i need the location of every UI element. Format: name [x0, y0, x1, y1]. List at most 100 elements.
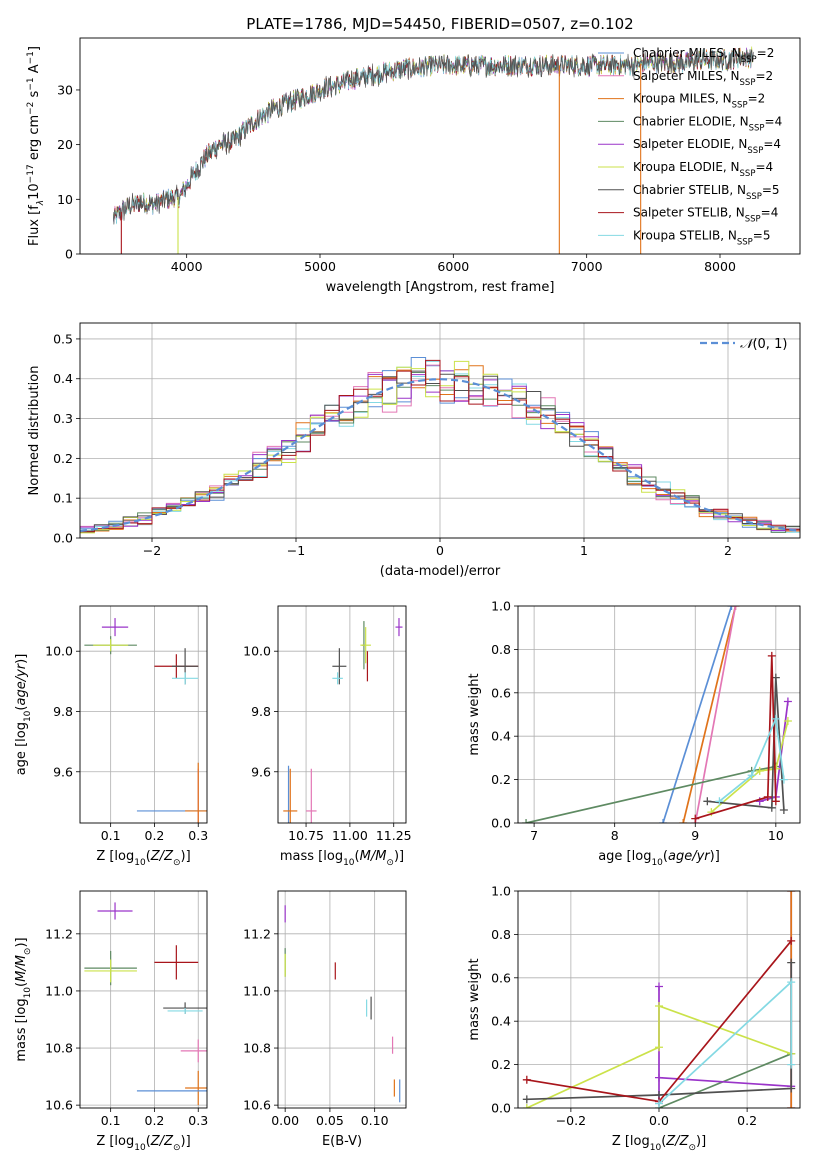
label-part: 10 [134, 1143, 146, 1153]
legend-tail: =5 [762, 183, 780, 197]
label-part: λ [36, 200, 46, 206]
label-part: )] [14, 937, 29, 947]
legend-sub: SSP [749, 123, 765, 133]
axes-frame [517, 605, 801, 824]
weight-marker-kroupa_elodie [522, 1104, 531, 1108]
label-part: ⊙ [173, 1143, 181, 1153]
y-label-main: Flux [f [27, 205, 42, 246]
label-part: erg cm [27, 115, 42, 164]
axes-frame [79, 605, 208, 824]
x-tick-label: 8 [611, 828, 619, 843]
y-tick-label: 0.0 [491, 1101, 511, 1116]
y-tick-label: 1.0 [491, 884, 511, 899]
label-part: )] [14, 654, 29, 664]
legend-text: Kroupa ELODIE, N [633, 160, 740, 174]
x-tick-label: 0.1 [101, 828, 121, 843]
y-tick-label: 0.2 [53, 451, 73, 466]
weight-marker-chabrier_stelib [522, 1095, 531, 1104]
legend-tail: =2 [748, 92, 766, 106]
weight-marker-salpeter_stelib [771, 797, 780, 806]
legend-text: Kroupa STELIB, N [633, 228, 737, 242]
x-axis-label: Z [log10(Z/Z⊙)] [96, 849, 190, 868]
axes-frame [79, 890, 208, 1109]
label-part: ( [14, 982, 29, 987]
x-axis-label: E(B-V) [322, 1134, 362, 1149]
label-part: A [27, 64, 42, 77]
weight-marker-kroupa_elodie [655, 1043, 663, 1052]
histogram-salpeter_stelib [80, 359, 800, 533]
x-label-main: Z [log [612, 1134, 650, 1149]
legend-text: Chabrier MILES, N [633, 46, 741, 60]
figure-title: PLATE=1786, MJD=54450, FIBERID=0507, z=0… [246, 15, 633, 33]
weight-line-kroupa_elodie [526, 1004, 792, 1108]
plot-area [522, 606, 792, 823]
weight-line-chabrier_miles [662, 606, 733, 823]
legend-label-salpeter_elodie: Salpeter ELODIE, NSSP=4 [633, 137, 781, 156]
x-tick-label: 1 [580, 543, 588, 558]
x-tick-label: 0.2 [737, 1113, 757, 1128]
weight-marker-kroupa_miles [679, 819, 688, 823]
label-part: 10 [343, 858, 355, 868]
weight-marker-kroupa_stelib [747, 771, 756, 780]
label-part: −1 [26, 51, 36, 64]
weight-marker-salpeter_stelib [763, 792, 772, 801]
x-label-main: mass [log [280, 849, 343, 864]
x-tick-label: 0.1 [101, 1113, 121, 1128]
x-tick-label: 10.75 [288, 828, 324, 843]
label-part: Z/Z [150, 1134, 174, 1149]
x-tick-label: 2 [724, 543, 732, 558]
legend-label-kroupa_miles: Kroupa MILES, NSSP=2 [633, 92, 765, 111]
y-tick-label: 30 [57, 82, 73, 97]
weight-marker-kroupa_stelib [787, 1060, 796, 1069]
label-part: 10 [650, 1143, 662, 1153]
y-tick-label: 0.4 [491, 729, 511, 744]
label-part: ] [27, 46, 42, 51]
legend-text: Salpeter ELODIE, N [633, 137, 747, 151]
legend-sub: SSP [740, 169, 756, 179]
x-axis-label: mass [log10(M/M⊙)] [280, 849, 404, 868]
legend-text: Chabrier ELODIE, N [633, 114, 749, 128]
y-tick-label: 11.0 [45, 983, 73, 998]
weight-marker-salpeter_elodie [783, 697, 792, 706]
y-axis-label: age [log10(age/yr)] [14, 654, 33, 776]
x-label-main: (data-model)/error [380, 564, 501, 579]
weight-marker-chabrier_miles [727, 606, 736, 610]
label-part: 10 [134, 858, 146, 868]
label-part: ( [355, 849, 360, 864]
weight-line-kroupa_stelib [718, 715, 785, 802]
x-label-main: Z [log [96, 849, 134, 864]
weight-marker-chabrier_miles [659, 819, 668, 823]
label-part: )] [394, 849, 404, 864]
legend-label-salpeter_miles: Salpeter MILES, NSSP=2 [633, 69, 773, 88]
y-tick-label: 0.6 [491, 685, 511, 700]
legend-text: Chabrier STELIB, N [633, 183, 746, 197]
y-tick-label: 20 [57, 137, 73, 152]
label-part: −17 [26, 164, 36, 183]
plot-area [283, 618, 403, 823]
label-part: −1 [26, 77, 36, 90]
weight-marker-kroupa_elodie [755, 766, 764, 775]
y-tick-label: 0.6 [491, 970, 511, 985]
weight-marker-chabrier_stelib [703, 797, 712, 806]
y-tick-label: 0.8 [491, 642, 511, 657]
y-tick-label: 10.6 [45, 1098, 73, 1113]
x-axis-label: wavelength [Angstrom, rest frame] [326, 280, 555, 295]
label-part: ⊙ [688, 1143, 696, 1153]
y-label-main: mass weight [467, 673, 482, 755]
x-label-main: age [log [598, 849, 651, 864]
axes-frame [277, 890, 407, 1109]
label-part: ( [661, 1134, 666, 1149]
legend-tail: =4 [763, 137, 781, 151]
label-part: ( [663, 849, 668, 864]
legend-tail: =2 [757, 46, 775, 60]
x-label-main: wavelength [Angstrom, rest frame] [326, 280, 555, 295]
label-part: age/yr [14, 662, 29, 705]
legend-label-chabrier_stelib: Chabrier STELIB, NSSP=5 [633, 183, 780, 202]
label-part: −2 [26, 102, 36, 115]
label-part: age/yr [668, 849, 711, 864]
weight-marker-salpeter_elodie [655, 1073, 663, 1082]
label-part: ⊙ [173, 858, 181, 868]
y-tick-label: 10 [57, 192, 73, 207]
weight-marker-kroupa_stelib [787, 978, 796, 987]
label-part: )] [181, 1134, 191, 1149]
